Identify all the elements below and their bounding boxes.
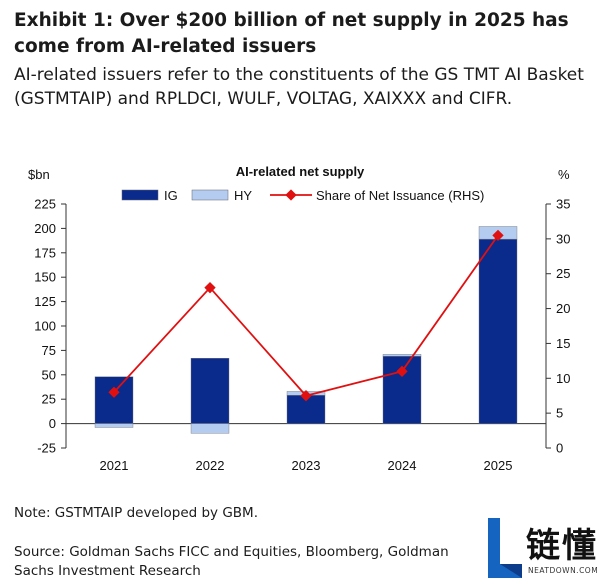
bar-hy-2022 — [190, 423, 230, 434]
y2-tick-label: 15 — [556, 336, 570, 351]
y-tick-label: 175 — [34, 245, 56, 260]
y-tick-label: 75 — [42, 343, 56, 358]
plot-area: -250255075100125150175200225051015202530… — [34, 197, 570, 474]
y2-tick-label: 10 — [556, 371, 570, 386]
y2-tick-label: 30 — [556, 231, 570, 246]
y2-tick-label: 5 — [556, 406, 563, 421]
y2-tick-label: 20 — [556, 301, 570, 316]
y2-tick-label: 35 — [556, 197, 570, 212]
chart-title: AI-related net supply — [236, 164, 365, 179]
share-point-2024 — [396, 365, 408, 377]
bar-ig-2021 — [94, 376, 134, 424]
y-tick-label: 200 — [34, 221, 56, 236]
y2-axis-label: % — [558, 167, 570, 182]
legend-label-hy: HY — [234, 188, 252, 203]
legend: IG HY Share of Net Issuance (RHS) — [121, 188, 484, 203]
y-tick-label: 25 — [42, 392, 56, 407]
x-tick-label: 2021 — [100, 458, 129, 473]
share-line — [113, 234, 499, 397]
y-tick-label: 150 — [34, 270, 56, 285]
note: Note: GSTMTAIP developed by GBM. — [14, 505, 258, 521]
legend-marker-share — [285, 189, 297, 201]
y2-tick-label: 25 — [556, 266, 570, 281]
y-tick-label: -25 — [37, 441, 56, 456]
chart: AI-related net supply $bn % IG HY Share … — [28, 164, 570, 474]
bar-ig-2022 — [190, 358, 230, 424]
y2-tick-label: 0 — [556, 441, 563, 456]
x-tick-label: 2024 — [388, 458, 417, 473]
y-tick-label: 0 — [49, 416, 56, 431]
x-tick-label: 2022 — [196, 458, 225, 473]
legend-swatch-hy — [191, 189, 229, 201]
y-tick-label: 50 — [42, 367, 56, 382]
logo-mark-icon — [488, 518, 522, 578]
y-tick-label: 100 — [34, 319, 56, 334]
source: Source: Goldman Sachs FICC and Equities,… — [14, 544, 449, 579]
bar-hy-2021 — [94, 423, 134, 428]
x-tick-label: 2023 — [292, 458, 321, 473]
logo-url: NEATDOWN.COM — [528, 566, 599, 575]
bar-hy-2024 — [382, 354, 422, 357]
watermark-logo: 链懂 NEATDOWN.COM — [480, 514, 600, 584]
exhibit-subtitle: AI-related issuers refer to the constitu… — [14, 65, 584, 109]
share-point-2022 — [204, 282, 216, 294]
y-tick-label: 125 — [34, 294, 56, 309]
logo-text: 链懂 — [526, 526, 598, 566]
y-axis-label: $bn — [28, 167, 50, 182]
exhibit-title: Exhibit 1: Over $200 billion of net supp… — [14, 10, 569, 57]
legend-swatch-ig — [121, 189, 159, 201]
x-tick-label: 2025 — [484, 458, 513, 473]
share-point-2023 — [300, 390, 312, 402]
y-tick-label: 225 — [34, 197, 56, 212]
bar-ig-2025 — [478, 238, 518, 424]
legend-label-share: Share of Net Issuance (RHS) — [316, 188, 484, 203]
legend-label-ig: IG — [164, 188, 178, 203]
